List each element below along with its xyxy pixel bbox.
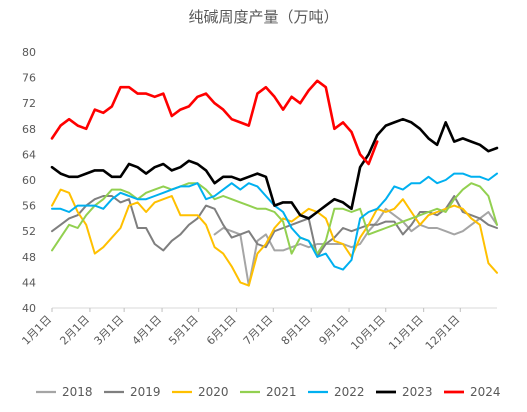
x-tick-label: 8月1日 xyxy=(279,313,314,348)
legend-label-2020: 2020 xyxy=(198,385,229,399)
series-line-2019 xyxy=(51,195,498,258)
x-tick-label: 9月1日 xyxy=(317,313,352,348)
x-tick-label: 4月1日 xyxy=(130,313,165,348)
series-line-2023 xyxy=(50,117,499,220)
x-tick-label: 12月1日 xyxy=(423,313,463,353)
legend-label-2018: 2018 xyxy=(62,385,93,399)
y-tick-label: 56 xyxy=(22,200,36,213)
chart-title: 纯碱周度产量（万吨） xyxy=(188,8,339,26)
series-line-2024 xyxy=(50,79,379,166)
legend: 2018 2019 2020 2021 2022 2023 2024 xyxy=(36,385,501,399)
series-lines xyxy=(50,79,499,287)
y-tick-label: 40 xyxy=(22,302,36,315)
series-line-2021 xyxy=(51,182,498,255)
x-tick-label: 3月1日 xyxy=(92,313,127,348)
legend-label-2023: 2023 xyxy=(402,385,433,399)
y-tick-label: 68 xyxy=(22,123,36,136)
x-tick-label: 11月1日 xyxy=(386,313,426,353)
legend-label-2021: 2021 xyxy=(266,385,297,399)
y-tick-label: 64 xyxy=(22,148,36,161)
y-tick-label: 44 xyxy=(22,276,36,289)
series-line-2020 xyxy=(51,188,498,287)
legend-label-2024: 2024 xyxy=(470,385,501,399)
x-tick-label: 7月1日 xyxy=(241,313,276,348)
x-tick-label: 10月1日 xyxy=(348,313,388,353)
x-tick-label: 2月1日 xyxy=(57,313,92,348)
legend-label-2022: 2022 xyxy=(334,385,365,399)
y-tick-label: 60 xyxy=(22,174,36,187)
legend-label-2019: 2019 xyxy=(130,385,161,399)
series-line-2022 xyxy=(51,172,498,271)
y-tick-label: 52 xyxy=(22,225,36,238)
y-tick-label: 76 xyxy=(22,72,36,85)
y-tick-label: 48 xyxy=(22,251,36,264)
x-tick-label: 1月1日 xyxy=(19,313,54,348)
y-tick-label: 72 xyxy=(22,97,36,110)
x-tick-label: 5月1日 xyxy=(166,313,201,348)
y-tick-label: 80 xyxy=(22,46,36,59)
x-tick-label: 6月1日 xyxy=(204,313,239,348)
